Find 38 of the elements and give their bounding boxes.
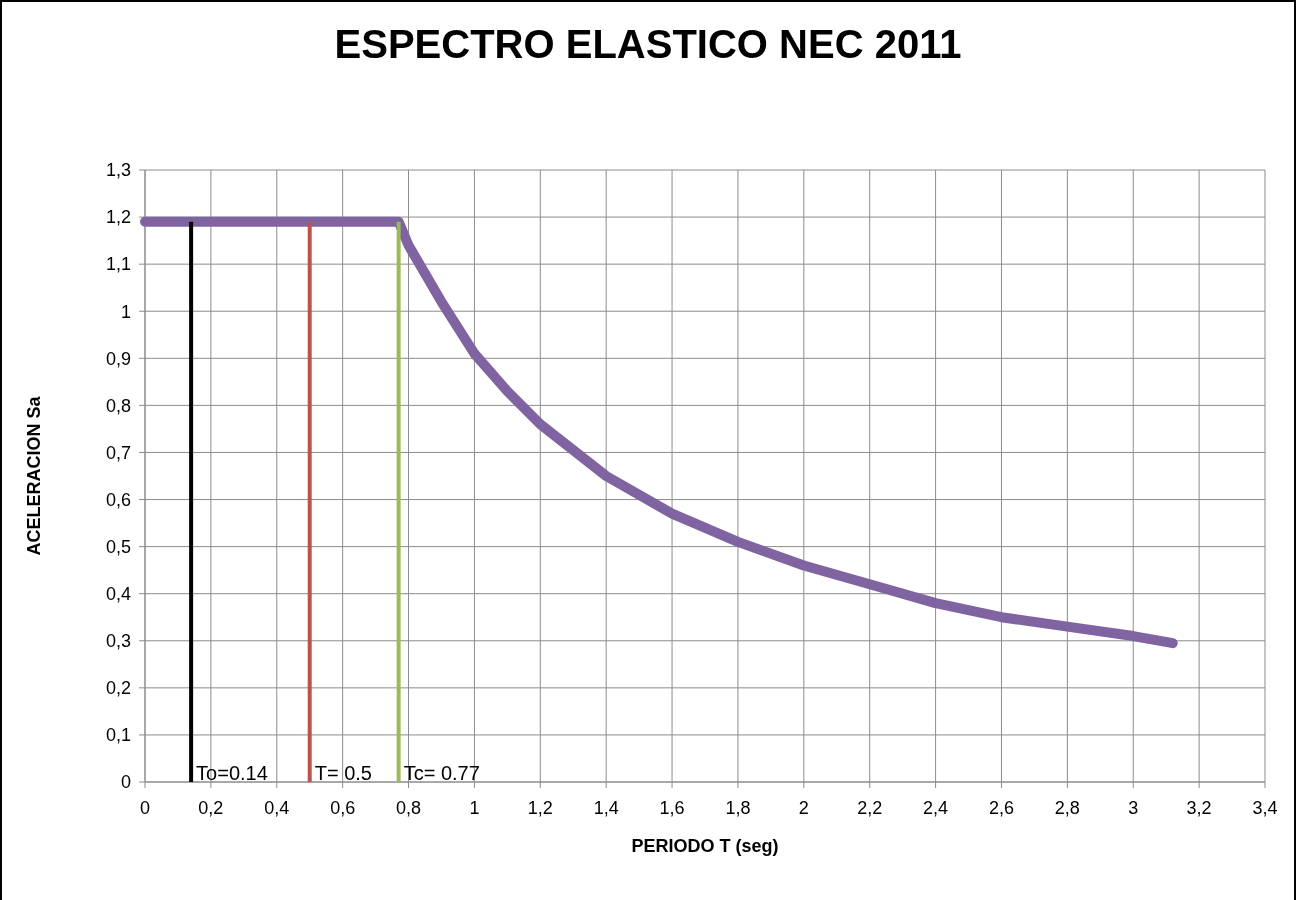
y-tick-label: 0,9 — [105, 348, 131, 369]
y-tick-label: 1,3 — [105, 160, 131, 181]
x-tick-label: 1,8 — [725, 798, 751, 818]
y-tick-label: 1 — [120, 301, 131, 322]
y-tick-label: 0 — [120, 772, 131, 793]
x-tick-label: 2,2 — [857, 798, 883, 818]
y-tick-label: 1,2 — [105, 207, 131, 228]
annotation: T= 0.5 — [314, 762, 372, 784]
x-tick-label: 1 — [469, 798, 480, 818]
x-tick-label: 2,6 — [988, 798, 1014, 818]
y-tick-label: 0,2 — [105, 678, 131, 699]
x-tick-label: 0,2 — [198, 798, 224, 818]
y-tick-label: 0,8 — [105, 395, 131, 416]
y-tick-label: 0,1 — [105, 725, 131, 746]
x-tick-label: 2,4 — [923, 798, 949, 818]
x-tick-label: 0,4 — [264, 798, 290, 818]
annotation: To=0.14 — [196, 762, 268, 784]
x-tick-label: 0,8 — [396, 798, 422, 818]
x-tick-label: 3 — [1128, 798, 1139, 818]
annotation: Tc= 0.77 — [403, 762, 480, 784]
x-tick-label: 1,6 — [659, 798, 685, 818]
x-tick-label: 1,2 — [527, 798, 553, 818]
x-tick-label: 1,4 — [593, 798, 619, 818]
x-tick-label: 0 — [139, 798, 151, 818]
y-tick-label: 1,1 — [105, 254, 131, 275]
x-tick-label: 2,8 — [1054, 798, 1080, 818]
y-tick-label: 0,4 — [105, 583, 131, 604]
y-tick-label: 0,7 — [105, 442, 131, 463]
x-tick-label: 3,4 — [1252, 798, 1278, 818]
y-tick-label: 0,6 — [105, 489, 131, 510]
y-axis-title: ACELERACION Sa — [24, 395, 44, 556]
chart-title: ESPECTRO ELASTICO NEC 2011 — [334, 22, 962, 66]
x-tick-label: 3,2 — [1186, 798, 1212, 818]
x-tick-label: 0,6 — [330, 798, 356, 818]
y-tick-label: 0,3 — [105, 631, 131, 652]
x-axis-title: PERIODO T (seg) — [631, 836, 779, 856]
x-tick-label: 2 — [798, 798, 809, 818]
y-tick-label: 0,5 — [105, 536, 131, 557]
